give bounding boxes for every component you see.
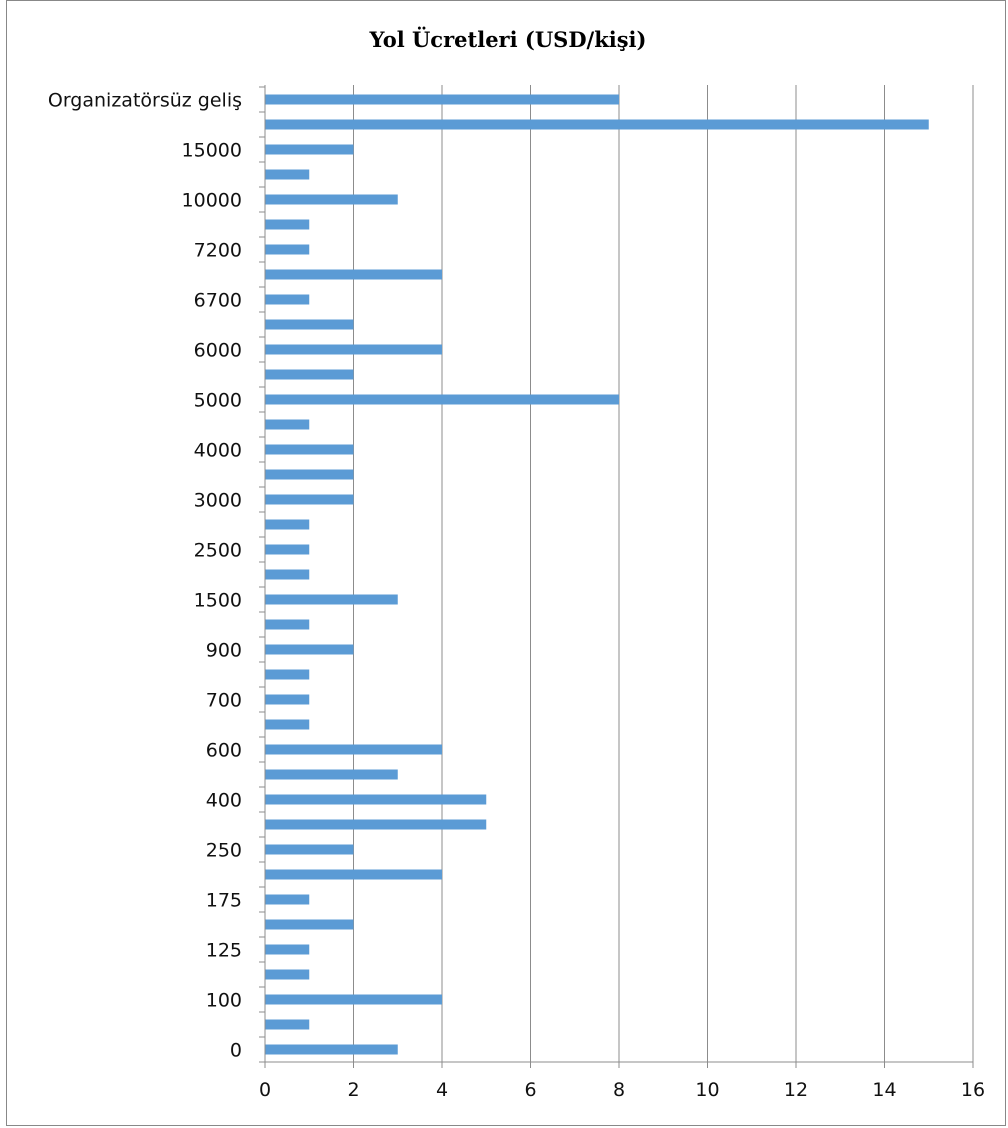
y-tick-label: 700 (206, 690, 242, 712)
x-tick-label: 4 (436, 1079, 448, 1101)
bar (265, 669, 310, 680)
bar (265, 294, 310, 305)
bar (265, 969, 310, 980)
bar (265, 644, 354, 655)
bar (265, 844, 354, 855)
bar (265, 319, 354, 330)
y-tick-label: 5000 (194, 390, 242, 412)
bar (265, 994, 442, 1005)
bar (265, 369, 354, 380)
bar (265, 944, 310, 955)
y-tick-label: 6000 (194, 340, 242, 362)
bar (265, 894, 310, 905)
y-tick-label: 250 (206, 840, 242, 862)
y-tick-label: 2500 (194, 540, 242, 562)
x-tick-label: 0 (259, 1079, 271, 1101)
bar (265, 1044, 398, 1055)
y-tick-label: 4000 (194, 440, 242, 462)
x-tick-label: 12 (784, 1079, 808, 1101)
bar (265, 919, 354, 930)
bar (265, 494, 354, 505)
bar (265, 869, 442, 880)
y-tick-label: 1500 (194, 590, 242, 612)
bar (265, 394, 619, 405)
bar (265, 344, 442, 355)
bar (265, 769, 398, 780)
bar (265, 694, 310, 705)
y-tick-label: 10000 (182, 190, 242, 212)
x-tick-label: 8 (613, 1079, 625, 1101)
bar (265, 744, 442, 755)
bar (265, 244, 310, 255)
chart-frame (6, 0, 1006, 1126)
y-tick-label: Organizatörsüz geliş (48, 90, 242, 112)
y-tick-label: 600 (206, 740, 242, 762)
axes (259, 85, 974, 1068)
bar (265, 219, 310, 230)
bars (265, 94, 929, 1055)
bar (265, 794, 487, 805)
bar (265, 519, 310, 530)
x-tick-label: 16 (961, 1079, 985, 1101)
y-tick-label: 400 (206, 790, 242, 812)
bar (265, 119, 929, 130)
bar (265, 619, 310, 630)
y-tick-label: 100 (206, 990, 242, 1012)
y-tick-label: 6700 (194, 290, 242, 312)
bar (265, 144, 354, 155)
bar (265, 719, 310, 730)
bar (265, 544, 310, 555)
bar (265, 194, 398, 205)
bar (265, 1019, 310, 1030)
chart-title: Yol Ücretleri (USD/kişi) (369, 27, 647, 52)
y-tick-label: 900 (206, 640, 242, 662)
bar (265, 169, 310, 180)
y-tick-label: 175 (206, 890, 242, 912)
x-tick-label: 10 (695, 1079, 719, 1101)
y-tick-label: 7200 (194, 240, 242, 262)
gridlines (353, 85, 974, 1062)
bar (265, 444, 354, 455)
bar (265, 569, 310, 580)
y-tick-label: 3000 (194, 490, 242, 512)
x-tick-label: 14 (872, 1079, 896, 1101)
x-tick-label: 6 (524, 1079, 536, 1101)
bar (265, 419, 310, 430)
y-tick-label: 0 (230, 1040, 242, 1062)
tick-labels: 0 2 4 6 8 10 12 14 16 0 100 125 175 250 400 600 700 900 15… (48, 90, 985, 1102)
bar (265, 469, 354, 480)
y-tick-label: 125 (206, 940, 242, 962)
bar (265, 819, 487, 830)
bar (265, 594, 398, 605)
y-tick-label: 15000 (182, 140, 242, 162)
bar (265, 269, 442, 280)
x-tick-label: 2 (347, 1079, 359, 1101)
bar (265, 94, 619, 105)
